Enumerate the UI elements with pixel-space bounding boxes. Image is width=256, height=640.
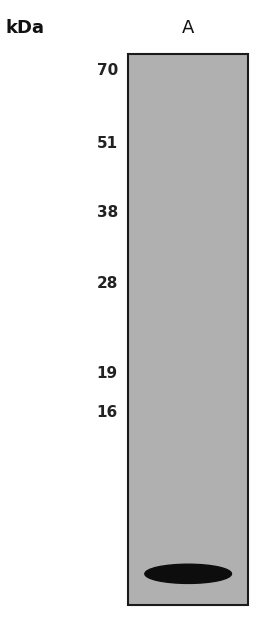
Text: 70: 70 <box>97 63 118 78</box>
Text: 38: 38 <box>97 205 118 220</box>
Text: 51: 51 <box>97 136 118 152</box>
Text: 28: 28 <box>97 276 118 291</box>
Ellipse shape <box>145 564 231 584</box>
Bar <box>128 54 248 605</box>
Text: 16: 16 <box>97 406 118 420</box>
Text: 19: 19 <box>97 365 118 381</box>
Text: A: A <box>182 19 194 37</box>
Text: kDa: kDa <box>5 19 44 37</box>
